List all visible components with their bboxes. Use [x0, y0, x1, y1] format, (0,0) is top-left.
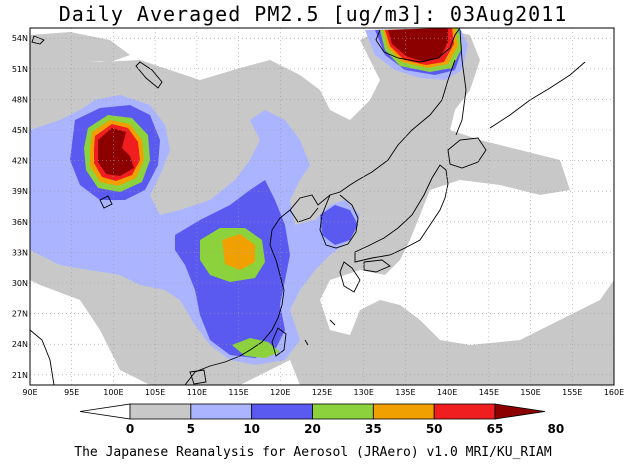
- lat-tick-labels: 21N 24N 27N 30N 33N 36N 39N 42N 45N 48N 51N 54N: [12, 34, 28, 380]
- lon-tick-label: 140E: [437, 388, 457, 397]
- coastline-bohai: [289, 207, 319, 223]
- coastline-asia: [375, 28, 461, 63]
- lon-tick-labels: 90E 95E 100E 105E 110E 115E 120E 125E 130E 135E 14…: [22, 388, 624, 397]
- pm25-level-35-50-south: [232, 338, 280, 358]
- colorbar-tick-label: 65: [487, 422, 504, 436]
- lon-tick-label: 100E: [103, 388, 123, 397]
- lon-tick-label: 125E: [312, 388, 332, 397]
- colorbar-tick-label: 80: [547, 422, 564, 436]
- contour-layer: [30, 28, 614, 385]
- colorbar-tick-label: 10: [243, 422, 260, 436]
- graticule: [30, 28, 614, 385]
- lat-tick-label: 24N: [12, 340, 28, 349]
- lon-tick-label: 135E: [395, 388, 415, 397]
- pm25-level-gt80: [98, 128, 134, 176]
- colorbar-tick-label: 50: [426, 422, 443, 436]
- lat-tick-label: 51N: [12, 65, 28, 74]
- lon-tick-label: 115E: [228, 388, 248, 397]
- colorbar-segment: [190, 403, 253, 420]
- colorbar-tick-label: 5: [187, 422, 195, 436]
- lat-tick-label: 54N: [12, 34, 28, 43]
- pm25-level-5-10-west: [30, 32, 130, 62]
- lat-tick-label: 30N: [12, 279, 28, 288]
- coastline-mainland: [184, 59, 456, 385]
- lat-tick-label: 45N: [12, 126, 28, 135]
- coastline-qinghai: [99, 195, 113, 209]
- colorbar-segment-high: [494, 403, 546, 420]
- lat-tick-label: 48N: [12, 95, 28, 104]
- coastline-japan-kyushu: [339, 261, 361, 293]
- map-frame: [29, 27, 615, 386]
- coastline-south-asia: [30, 329, 55, 385]
- colorbar-tick-label: 35: [365, 422, 382, 436]
- lat-tick-label: 42N: [12, 157, 28, 166]
- lat-tick-label: 21N: [12, 371, 28, 380]
- colorbar-segment: [372, 403, 435, 420]
- pm25-level-20-35-korea: [320, 205, 358, 245]
- lon-tick-label: 95E: [64, 388, 79, 397]
- lat-tick-label: 33N: [12, 248, 28, 257]
- colorbar-segment: [312, 403, 374, 420]
- lon-tick-label: 155E: [562, 388, 582, 397]
- pm25-level-gt80-north: [388, 28, 448, 62]
- colorbar-tick-label: 0: [126, 422, 134, 436]
- colorbar: 0 5 10 20 35 50 65 80: [79, 403, 564, 436]
- lon-tick-label: 145E: [479, 388, 499, 397]
- coastline-ryukyu: [304, 319, 336, 346]
- lon-tick-label: 120E: [270, 388, 290, 397]
- map-title: Daily Averaged PM2.5 [ug/m3]: 03Aug2011: [58, 2, 568, 26]
- lat-tick-label: 36N: [12, 218, 28, 227]
- lon-tick-label: 105E: [145, 388, 165, 397]
- lat-tick-label: 39N: [12, 187, 28, 196]
- colorbar-segment: [129, 403, 192, 420]
- footer-credit: The Japanese Reanalysis for Aerosol (JRA…: [74, 445, 552, 460]
- coastline-lake-balkhash: [31, 35, 45, 45]
- colorbar-segment: [433, 403, 496, 420]
- coastline-layer: [30, 28, 586, 385]
- colorbar-segment: [251, 403, 313, 420]
- colorbar-tick-label: 20: [304, 422, 321, 436]
- coastline-japan-honshu: [354, 164, 449, 263]
- lon-tick-label: 160E: [604, 388, 624, 397]
- lat-tick-label: 27N: [12, 310, 28, 319]
- coastline-sakhalin: [455, 29, 467, 136]
- lon-tick-label: 90E: [22, 388, 37, 397]
- colorbar-segment-low: [79, 403, 131, 420]
- coastline-korea: [319, 194, 359, 249]
- coastline-hokkaido: [447, 137, 487, 169]
- lon-tick-label: 150E: [520, 388, 540, 397]
- coastline-lake-baikal: [135, 61, 163, 89]
- coastline-hainan: [189, 369, 207, 385]
- lon-tick-label: 130E: [354, 388, 374, 397]
- lon-tick-label: 110E: [187, 388, 207, 397]
